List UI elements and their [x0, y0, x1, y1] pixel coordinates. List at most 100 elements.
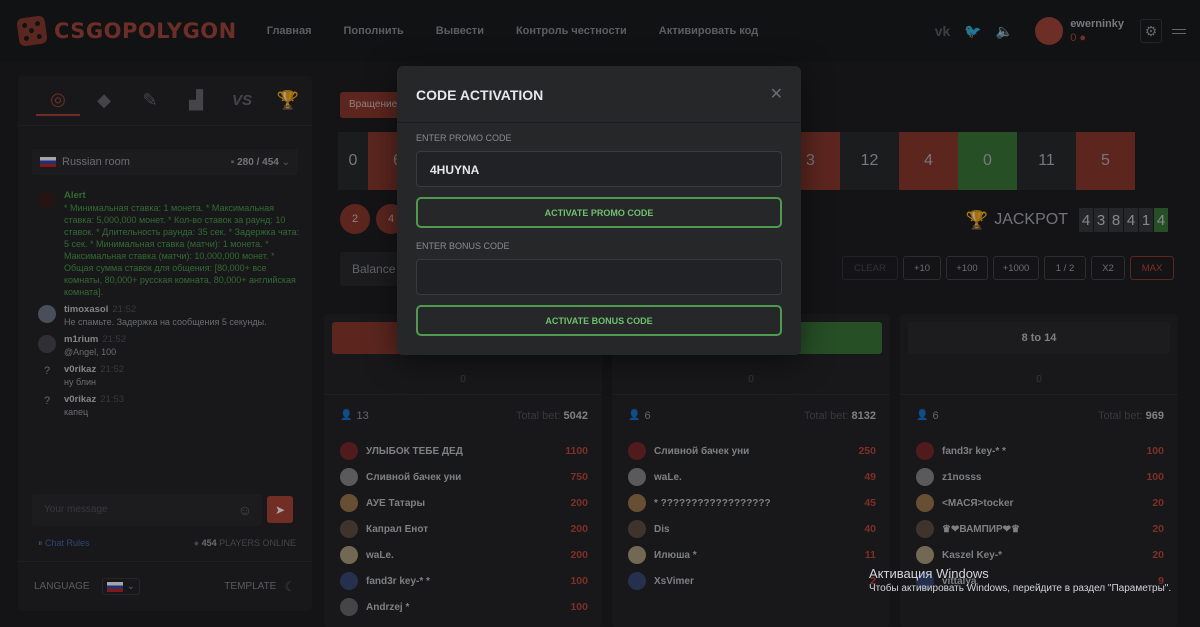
- message-author[interactable]: m1rium 21:52: [64, 334, 127, 345]
- total-bet: Total bet: 969: [1097, 410, 1164, 422]
- half-button[interactable]: 1 / 2: [1044, 256, 1086, 280]
- avatar[interactable]: [628, 468, 646, 486]
- max-button[interactable]: MAX: [1130, 256, 1174, 280]
- avatar[interactable]: [340, 598, 358, 616]
- message-author[interactable]: Alert: [64, 190, 86, 201]
- message-body: Alert * Минимальная ставка: 1 монета. * М…: [64, 190, 300, 298]
- language-select[interactable]: ⌄: [101, 578, 140, 595]
- bettor-name: Сливной бачек уни: [366, 471, 462, 483]
- template-label: TEMPLATE: [224, 581, 277, 592]
- plus100-button[interactable]: +100: [946, 256, 988, 280]
- message-body: m1rium 21:52 @Angel, 100: [64, 334, 126, 358]
- plus1000-button[interactable]: +1000: [993, 256, 1039, 280]
- player-count: 13: [356, 410, 369, 422]
- nav-activate-code[interactable]: Активировать код: [658, 25, 759, 37]
- avatar[interactable]: [340, 468, 358, 486]
- avatar[interactable]: [628, 572, 646, 590]
- close-icon[interactable]: ✕: [769, 86, 783, 103]
- settings-gear-icon[interactable]: ⚙: [1140, 19, 1162, 43]
- avatar[interactable]: [340, 546, 358, 564]
- menu-icon[interactable]: [1172, 26, 1186, 37]
- message-time: 21:53: [100, 394, 125, 405]
- avatar[interactable]: [340, 520, 358, 538]
- nav-provably-fair[interactable]: Контроль честности: [515, 25, 627, 37]
- tab-spin[interactable]: Вращение: [340, 92, 404, 118]
- bet-row: fand3r key-* * 100: [916, 438, 1164, 464]
- promo-code-input[interactable]: 4HUYNA: [416, 151, 782, 187]
- chat-input[interactable]: Your message ☺: [32, 494, 262, 526]
- username: ewerninky: [1070, 18, 1124, 30]
- activate-bonus-button[interactable]: ACTIVATE BONUS CODE: [416, 305, 782, 336]
- avatar[interactable]: [38, 335, 56, 353]
- bet-amount-input[interactable]: Balance: [340, 252, 400, 286]
- avatar[interactable]: [340, 442, 358, 460]
- nav-deposit[interactable]: Пополнить: [343, 25, 404, 37]
- avatar[interactable]: [340, 572, 358, 590]
- bonus-code-input[interactable]: [416, 259, 782, 295]
- clear-button[interactable]: CLEAR: [842, 256, 898, 280]
- bet-value: 20: [1152, 523, 1164, 535]
- history-ball: 2: [340, 204, 370, 234]
- user-avatar[interactable]: [1035, 17, 1064, 45]
- russia-flag-icon: [106, 581, 123, 592]
- message-text: * Минимальная ставка: 1 монета. * Максим…: [64, 203, 299, 297]
- bettor-name: waLe.: [366, 549, 394, 561]
- chat-message: m1rium 21:52 @Angel, 100: [38, 334, 300, 358]
- message-time: 21:52: [100, 364, 125, 375]
- avatar[interactable]: [916, 572, 934, 590]
- bet-row: z1nosss 100: [916, 464, 1164, 490]
- double-button[interactable]: X2: [1091, 256, 1125, 280]
- pause-icon[interactable]: ⏸: [38, 538, 43, 548]
- nav-home[interactable]: Главная: [266, 25, 312, 37]
- site-logo[interactable]: CSGOPOLYGON: [16, 15, 237, 47]
- message-author[interactable]: timoxasol 21:52: [64, 304, 137, 315]
- nav-withdraw[interactable]: Вывести: [435, 25, 484, 37]
- chat-sidebar: ◎ ◆ ✎ ▟ VS 🏆 Russian room ▪ 280 / 454 ⌄ …: [18, 76, 312, 611]
- avatar[interactable]: ?: [43, 365, 51, 377]
- dice-tab-icon[interactable]: ◆: [97, 90, 111, 110]
- avatar[interactable]: [628, 546, 646, 564]
- moon-icon[interactable]: ☾: [284, 578, 296, 594]
- avatar[interactable]: [916, 546, 934, 564]
- bet-row: * ?????????????????? 45: [628, 490, 876, 516]
- send-button[interactable]: ➤: [267, 496, 293, 523]
- game-tabs: ◎ ◆ ✎ ▟ VS 🏆: [18, 76, 312, 126]
- total-bet: Total bet: 8132: [803, 410, 876, 422]
- vk-icon[interactable]: vk: [934, 23, 951, 39]
- avatar[interactable]: ?: [43, 395, 51, 407]
- person-icon: 👤: [340, 410, 353, 421]
- bet-row: <МАСЯ>tocker 20: [916, 490, 1164, 516]
- avatar[interactable]: [916, 520, 934, 538]
- roulette-cell: 0: [958, 132, 1017, 190]
- emoji-icon[interactable]: ☺: [237, 502, 252, 518]
- avatar[interactable]: [916, 494, 934, 512]
- avatar[interactable]: [628, 494, 646, 512]
- trophy-tab-icon[interactable]: 🏆: [276, 90, 300, 110]
- activate-promo-button[interactable]: ACTIVATE PROMO CODE: [416, 197, 782, 228]
- message-author[interactable]: v0rikaz 21:53: [64, 394, 125, 405]
- twitter-icon[interactable]: 🐦: [964, 22, 982, 39]
- crash-tab-icon[interactable]: ✎: [142, 90, 158, 110]
- volume-icon[interactable]: 🔈: [995, 22, 1014, 39]
- avatar[interactable]: [916, 442, 934, 460]
- message-author[interactable]: v0rikaz 21:52: [64, 364, 125, 375]
- avatar[interactable]: [916, 468, 934, 486]
- place-bet-button[interactable]: 8 to 14: [908, 322, 1170, 354]
- versus-tab-icon[interactable]: VS: [231, 92, 252, 109]
- avatar[interactable]: [38, 305, 56, 323]
- code-activation-modal: CODE ACTIVATION ✕ ENTER PROMO CODE 4HUYN…: [397, 66, 801, 355]
- room-selector[interactable]: Russian room ▪ 280 / 454 ⌄: [32, 149, 298, 175]
- avatar[interactable]: [340, 494, 358, 512]
- stats-tab-icon[interactable]: ▟: [189, 90, 203, 110]
- avatar[interactable]: [628, 520, 646, 538]
- plus10-button[interactable]: +10: [903, 256, 941, 280]
- avatar[interactable]: [628, 442, 646, 460]
- roulette-tab-icon[interactable]: ◎: [36, 86, 80, 116]
- chat-rules-link[interactable]: Chat Rules: [45, 538, 90, 548]
- bet-row: fand3r key-* * 100: [340, 568, 588, 594]
- avatar[interactable]: [38, 191, 56, 209]
- bettor-name: z1nosss: [942, 471, 982, 483]
- bet-value: 20: [1152, 497, 1164, 509]
- language-label: LANGUAGE: [34, 581, 90, 592]
- bettor-name: Сливной бачек уни: [654, 445, 750, 457]
